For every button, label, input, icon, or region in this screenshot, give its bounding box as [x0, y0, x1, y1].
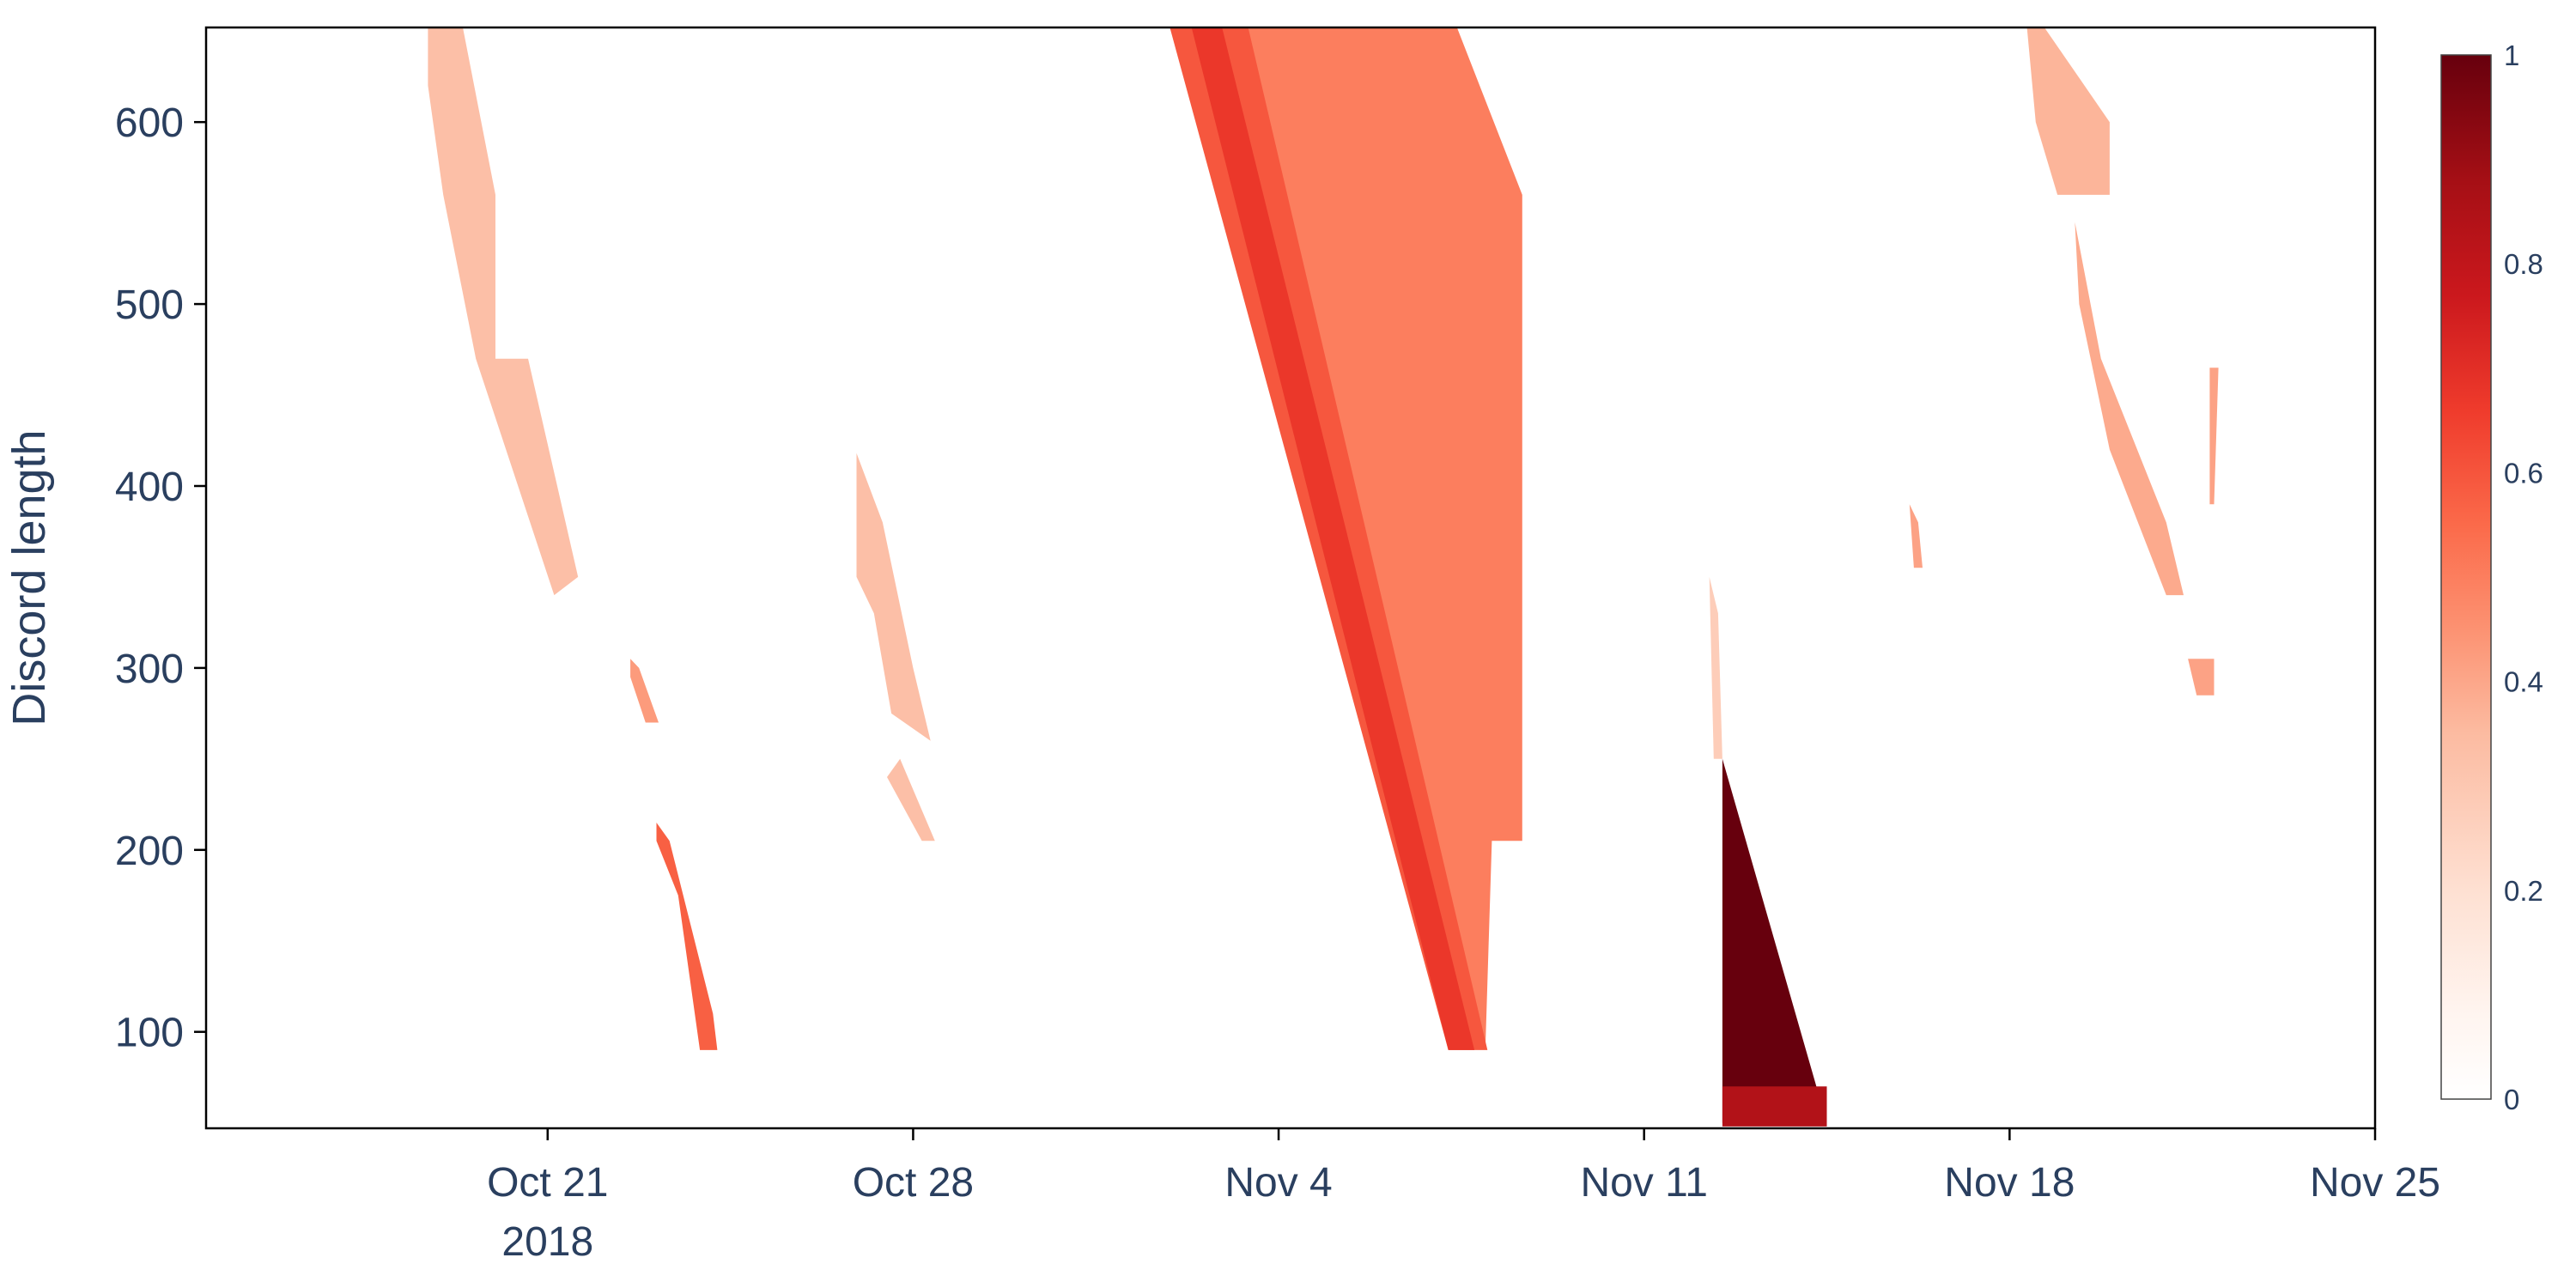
heatmap-region-band-nov3-light — [1170, 27, 1522, 1050]
x-axis: Oct 21 2018 Oct 28 Nov 4 Nov 11 Nov 18 Nov 25 — [487, 1128, 2440, 1265]
x-tick-sublabel: 2018 — [501, 1219, 593, 1265]
colorbar-tick-label: 0.6 — [2504, 457, 2543, 489]
colorbar-tick-label: 0.4 — [2504, 666, 2543, 698]
y-tick-label: 100 — [115, 1011, 184, 1056]
colorbar-tick-label: 0.2 — [2504, 875, 2543, 907]
colorbar-tick-label: 0 — [2504, 1084, 2519, 1115]
y-tick-label: 600 — [115, 100, 184, 146]
heatmap-region-base-nov12 — [1722, 1086, 1827, 1127]
y-tick-label: 300 — [115, 647, 184, 692]
heatmap-region-sliver-oct27-200 — [887, 758, 935, 841]
heatmap-regions — [428, 27, 2219, 1127]
x-tick-label: Oct 28 — [853, 1160, 974, 1206]
heatmap-region-blob-nov21-300 — [2188, 659, 2215, 696]
x-tick-label: Oct 21 — [487, 1160, 608, 1206]
plot-area — [204, 26, 2377, 1130]
heatmap-region-band-oct20 — [428, 27, 579, 596]
heatmap-region-band-oct23 — [656, 823, 718, 1050]
heatmap-region-blob-oct22-300 — [630, 659, 659, 723]
heatmap-region-band-oct27 — [856, 453, 931, 741]
colorbar-tick-label: 0.8 — [2504, 248, 2543, 280]
colorbar-ticks: 0 0.2 0.4 0.6 0.8 1 — [2504, 39, 2543, 1115]
plot-frame — [204, 26, 2377, 1130]
x-tick-label: Nov 25 — [2310, 1160, 2440, 1206]
x-tick-label: Nov 11 — [1580, 1160, 1708, 1206]
colorbar-tick-label: 1 — [2504, 39, 2519, 71]
heatmap-region-band-nov19-mid — [2075, 222, 2184, 596]
x-tick-label: Nov 4 — [1224, 1160, 1332, 1206]
heatmap-region-sliver-nov21-450 — [2209, 368, 2219, 505]
heatmap-region-sliver-nov16 — [1909, 504, 1923, 568]
y-tick-label: 500 — [115, 283, 184, 328]
y-tick-label: 200 — [115, 829, 184, 874]
y-tick-label: 400 — [115, 465, 184, 510]
heatmap-region-band-nov18-top — [2026, 27, 2110, 195]
colorbar: 0 0.2 0.4 0.6 0.8 1 — [2440, 39, 2543, 1115]
y-axis-title: Discord length — [3, 429, 55, 726]
x-tick-label: Nov 18 — [1944, 1160, 2075, 1206]
y-axis: 100 200 300 400 500 600 — [115, 100, 206, 1056]
heatmap-region-band-nov3-dark — [1191, 27, 1475, 1050]
heatmap-region-sliver-nov12 — [1709, 576, 1722, 759]
heatmap-region-triangle-nov12 — [1722, 758, 1827, 1123]
colorbar-gradient — [2440, 54, 2492, 1100]
